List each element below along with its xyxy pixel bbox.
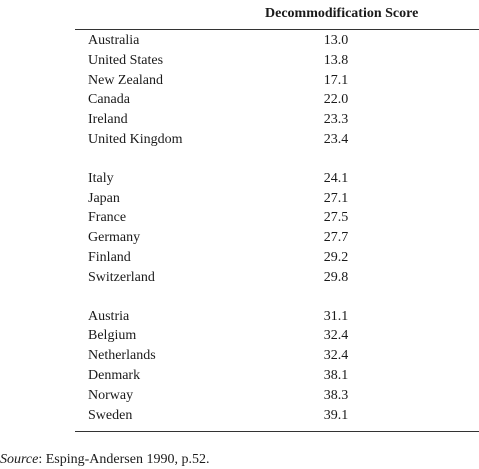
decommodification-score: 23.3 xyxy=(323,112,349,128)
table-row: Ireland 23.3 xyxy=(75,111,479,131)
country-name: Germany xyxy=(88,230,141,246)
table-row: United Kingdom 23.4 xyxy=(75,131,479,151)
decommodification-score: 17.1 xyxy=(323,72,349,88)
country-name: Denmark xyxy=(88,367,141,383)
decommodification-score: 32.4 xyxy=(323,328,349,344)
table-row: Sweden 39.1 xyxy=(75,407,479,427)
table-row: Australia 13.0 xyxy=(75,32,479,52)
table-row: Switzerland 29.8 xyxy=(75,269,479,289)
decommodification-score: 29.8 xyxy=(323,269,349,285)
country-name: New Zealand xyxy=(88,72,164,88)
country-name: Norway xyxy=(88,387,134,403)
decommodification-score: 38.1 xyxy=(323,367,349,383)
table-row: France 27.5 xyxy=(75,209,479,229)
table-row: Denmark 38.1 xyxy=(75,367,479,387)
decommodification-score: 24.1 xyxy=(323,170,349,186)
table-group: Italy 24.1 Japan 27.1 France 27.5 Germany 27.7 F… xyxy=(75,170,479,289)
decommodification-score: 13.8 xyxy=(323,52,349,68)
country-name: Austria xyxy=(88,308,130,324)
decommodification-score: 38.3 xyxy=(323,387,349,403)
decommodification-score: 27.1 xyxy=(323,190,349,206)
decommodification-score: 39.1 xyxy=(323,407,349,423)
decommodification-score: 13.0 xyxy=(323,33,349,48)
table-body: Australia 13.0 United States 13.8 New Zealan… xyxy=(75,30,479,426)
table-row: Finland 29.2 xyxy=(75,249,479,269)
table-row: Germany 27.7 xyxy=(75,229,479,249)
decommodification-score: 27.5 xyxy=(323,210,349,226)
country-name: Netherlands xyxy=(88,348,156,364)
country-name: United Kingdom xyxy=(88,131,183,147)
country-name: Switzerland xyxy=(88,269,155,285)
table-row: Belgium 32.4 xyxy=(75,327,479,347)
table-row: Netherlands 32.4 xyxy=(75,347,479,367)
country-name: Sweden xyxy=(88,407,133,423)
bottom-rule xyxy=(75,431,479,433)
table-row: Austria 31.1 xyxy=(75,308,479,328)
table-header: Decommodification Score xyxy=(75,0,479,29)
decommodification-table: Decommodification Score Australia 13.0 Uni… xyxy=(75,0,479,433)
country-name: Italy xyxy=(88,170,114,186)
table-row: Italy 24.1 xyxy=(75,170,479,190)
table-row: Japan 27.1 xyxy=(75,190,479,210)
table-group: Austria 31.1 Belgium 32.4 Netherlands 32.4 Den… xyxy=(75,308,479,427)
country-name: Japan xyxy=(88,190,120,206)
decommodification-score: 32.4 xyxy=(323,348,349,364)
country-name: Belgium xyxy=(88,328,137,344)
source-note: Source: Esping-Andersen 1990, p.52. xyxy=(0,452,209,468)
country-name: Australia xyxy=(88,33,140,48)
table-group: Australia 13.0 United States 13.8 New Zealan… xyxy=(75,32,479,151)
table-row: Norway 38.3 xyxy=(75,387,479,407)
decommodification-score: 29.2 xyxy=(323,249,349,265)
table-row: Canada 22.0 xyxy=(75,91,479,111)
table-row: New Zealand 17.1 xyxy=(75,72,479,92)
decommodification-score: 27.7 xyxy=(323,230,349,246)
decommodification-score: 22.0 xyxy=(323,92,349,108)
column-header-score: Decommodification Score xyxy=(265,6,419,21)
table-row: United States 13.8 xyxy=(75,52,479,72)
decommodification-score: 23.4 xyxy=(323,131,349,147)
country-name: Finland xyxy=(88,249,131,265)
source-label: Source xyxy=(0,452,39,467)
source-text: : Esping-Andersen 1990, p.52. xyxy=(38,452,210,467)
country-name: United States xyxy=(88,52,164,68)
decommodification-score: 31.1 xyxy=(323,308,349,324)
header-rule xyxy=(75,29,479,30)
country-name: France xyxy=(88,210,127,226)
country-name: Canada xyxy=(88,92,130,108)
country-name: Ireland xyxy=(88,112,128,128)
